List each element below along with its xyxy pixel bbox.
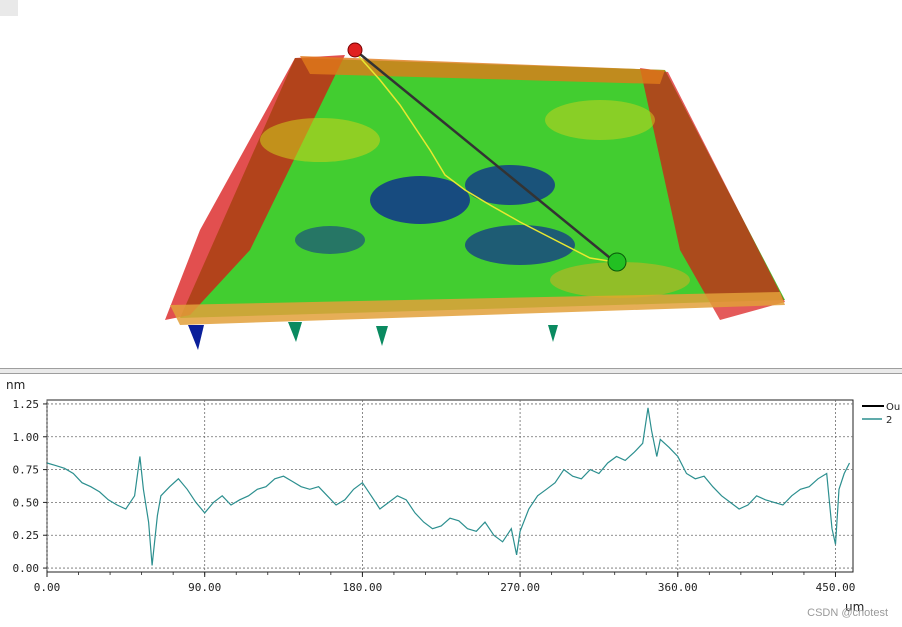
- legend: Ou 2: [862, 402, 900, 426]
- surface-profile-trace: [354, 51, 616, 263]
- surface-edge-back: [300, 56, 665, 84]
- y-tick-label: 0.25: [13, 529, 40, 542]
- surface-valley-3: [465, 225, 575, 265]
- surface-spike-2: [288, 322, 302, 342]
- corner-box: [0, 0, 18, 16]
- surface-spike-1: [188, 325, 204, 350]
- y-tick-label: 1.00: [13, 431, 40, 444]
- y-tick-label: 0.75: [13, 464, 40, 477]
- y-tick-label: 0.50: [13, 496, 40, 509]
- x-tick-label: 450.00: [816, 581, 856, 594]
- x-tick-label: 0.00: [34, 581, 61, 594]
- surface-spike-3: [376, 326, 388, 346]
- profile-chart: nm 1.25 1.00 0.75 0.50 0.25 0.00 0.00 90.00 180…: [6, 378, 900, 614]
- surface-patch-2: [545, 100, 655, 140]
- surface-spike-4: [548, 325, 558, 342]
- pane-divider[interactable]: [0, 368, 902, 374]
- section-end-marker[interactable]: [607, 252, 627, 272]
- x-axis-ticks: 0.00 90.00 180.00 270.00 360.00 450.00: [34, 572, 856, 594]
- x-tick-label: 90.00: [188, 581, 221, 594]
- 3d-surface-view: [165, 42, 785, 350]
- surface-edge-right: [640, 68, 785, 320]
- legend-label-ou: Ou: [886, 402, 900, 413]
- section-line[interactable]: [354, 49, 616, 263]
- section-start-marker[interactable]: [347, 42, 363, 58]
- surface-valley-4: [295, 226, 365, 254]
- y-axis-ticks: 1.25 1.00 0.75 0.50 0.25 0.00: [13, 398, 47, 575]
- y-tick-label: 1.25: [13, 398, 40, 411]
- surface-patch-3: [550, 262, 690, 298]
- grid-lines: [46, 400, 853, 572]
- legend-label-2: 2: [886, 415, 892, 426]
- x-tick-label: 270.00: [500, 581, 540, 594]
- x-axis-unit: um: [845, 600, 864, 614]
- y-axis-unit: nm: [6, 378, 25, 392]
- surface-patch-1: [260, 118, 380, 162]
- surface-valley-1: [370, 176, 470, 224]
- surface-valley-2: [465, 165, 555, 205]
- surface-edge-front: [170, 292, 785, 325]
- x-tick-label: 360.00: [658, 581, 698, 594]
- plot-frame: [46, 399, 854, 573]
- series-line-2: [46, 407, 851, 566]
- y-tick-label: 0.00: [13, 562, 40, 575]
- x-tick-label: 180.00: [343, 581, 383, 594]
- watermark: CSDN @chotest: [807, 607, 888, 619]
